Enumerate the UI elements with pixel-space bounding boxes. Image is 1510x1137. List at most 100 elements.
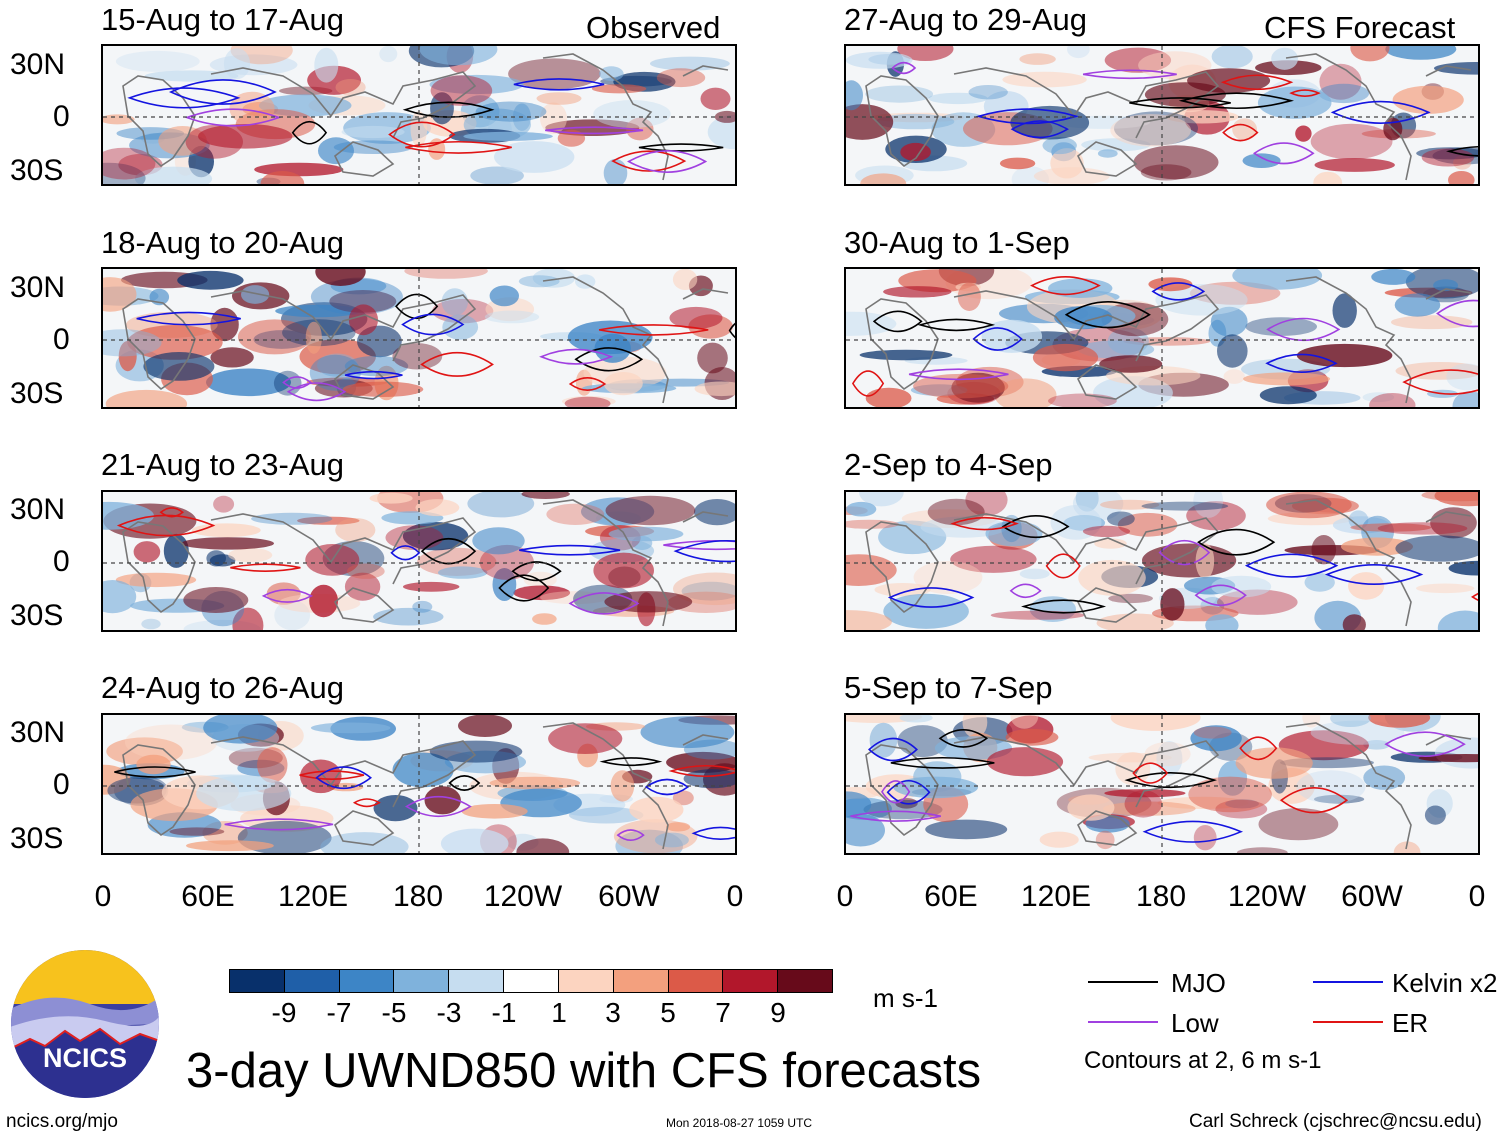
anomaly-patch: [1142, 543, 1237, 578]
anomaly-map: [846, 46, 1478, 184]
wave-contour: [644, 778, 690, 796]
anomaly-patch: [1107, 511, 1135, 527]
lon-label: 0: [836, 880, 854, 913]
lon-label: 0: [94, 880, 112, 913]
wave-contour: [1330, 100, 1431, 124]
lon-label: 0: [1468, 880, 1486, 913]
wave-contour: [184, 108, 282, 127]
anomaly-patch: [1368, 715, 1431, 728]
anomaly-patch: [955, 282, 981, 292]
legend-kelvin-label: Kelvin x2: [1392, 968, 1498, 998]
anomaly-patch: [1385, 46, 1457, 60]
anomaly-patch: [314, 47, 339, 83]
anomaly-patch: [196, 775, 292, 812]
anomaly-patch: [1067, 46, 1090, 59]
legend-low-label: Low: [1171, 1008, 1219, 1038]
anomaly-patch: [683, 769, 735, 789]
wave-contour: [1197, 528, 1276, 556]
footer-url[interactable]: ncics.org/mjo: [6, 1111, 118, 1132]
anomaly-patch: [141, 618, 161, 630]
wave-contour: [1279, 787, 1349, 814]
anomaly-patch: [1032, 343, 1099, 372]
wave-contour: [851, 370, 885, 397]
wave-contour: [1009, 583, 1042, 599]
anomaly-patch: [1243, 372, 1331, 386]
wave-contour: [395, 293, 439, 320]
anomaly-patch: [860, 173, 907, 184]
colorbar-tick: -7: [326, 997, 352, 1028]
wave-contour: [1021, 599, 1107, 614]
coastline: [122, 276, 729, 404]
anomaly-patch: [1039, 831, 1079, 848]
anomaly-patch: [863, 799, 943, 820]
anomaly-patch: [185, 124, 243, 159]
anomaly-patch: [1242, 153, 1281, 168]
anomaly-patch: [133, 541, 161, 563]
wave-contour: [291, 120, 328, 145]
anomaly-patch: [714, 110, 735, 123]
anomaly-patch: [557, 129, 586, 147]
anomaly-patch: [492, 568, 517, 601]
anomaly-patch: [472, 527, 525, 555]
anomaly-patch: [1434, 737, 1478, 769]
anomaly-patch: [1392, 85, 1464, 114]
anomaly-patch: [532, 269, 576, 288]
wave-contour: [1222, 123, 1259, 142]
anomaly-patch: [1310, 720, 1405, 745]
anomaly-patch: [1341, 537, 1413, 556]
anomaly-patch: [561, 396, 616, 407]
colorbar-tick: -1: [491, 997, 517, 1028]
anomaly-patch: [707, 114, 735, 150]
observed-label: Observed: [586, 10, 721, 45]
anomaly-patch: [181, 537, 274, 550]
lon-label: 120E: [1020, 880, 1092, 913]
anomaly-patch: [593, 100, 671, 128]
anomaly-patch: [1190, 725, 1242, 752]
anomaly-patch: [994, 378, 1057, 407]
anomaly-patch: [257, 747, 288, 783]
lon-label: 60W: [1341, 880, 1403, 913]
anomaly-patch: [429, 740, 523, 763]
legend-low-line: [1088, 1021, 1158, 1023]
anomaly-patch: [403, 581, 460, 592]
wave-contour: [568, 377, 607, 391]
anomaly-patch: [260, 171, 305, 184]
anomaly-patch: [913, 373, 1009, 399]
anomaly-patch: [681, 581, 735, 601]
wave-contour: [663, 540, 735, 551]
anomaly-patch: [1421, 492, 1478, 502]
legend-mjo-line: [1088, 981, 1158, 983]
anomaly-patch: [951, 372, 1005, 403]
anomaly-patch: [115, 50, 200, 72]
anomaly-patch: [1050, 148, 1084, 179]
anomaly-patch: [310, 278, 403, 315]
anomaly-patch: [672, 790, 694, 806]
wave-contour: [402, 101, 495, 118]
lat-label: 0: [53, 323, 70, 356]
anomaly-patch: [177, 270, 244, 290]
anomaly-patch: [203, 715, 278, 744]
anomaly-patch: [342, 381, 424, 397]
anomaly-patch: [999, 157, 1036, 170]
wave-contour: [513, 78, 605, 91]
map-panel-forecast-4: [844, 713, 1480, 855]
panel-title: 30-Aug to 1-Sep: [844, 225, 1070, 260]
wave-contour: [1239, 736, 1278, 761]
wave-contour: [116, 514, 216, 537]
anomaly-map: [103, 46, 735, 184]
panel-title: 21-Aug to 23-Aug: [101, 447, 345, 482]
anomaly-patch: [985, 520, 1043, 547]
wave-contour: [1142, 820, 1244, 843]
anomaly-patch: [424, 786, 461, 815]
lon-label: 120W: [483, 880, 563, 913]
anomaly-patch: [1416, 583, 1475, 594]
footer-author: Carl Schreck (cjschrec@ncsu.edu): [1189, 1111, 1482, 1132]
anomaly-patch: [925, 819, 1008, 840]
anomaly-patch: [1223, 369, 1245, 384]
wave-contour: [315, 766, 372, 790]
wave-contour: [938, 729, 989, 748]
ncics-logo: NCICS: [10, 949, 160, 1099]
lon-label: 60W: [598, 880, 660, 913]
legend-er-label: ER: [1392, 1008, 1429, 1038]
coastline: [865, 276, 1472, 404]
